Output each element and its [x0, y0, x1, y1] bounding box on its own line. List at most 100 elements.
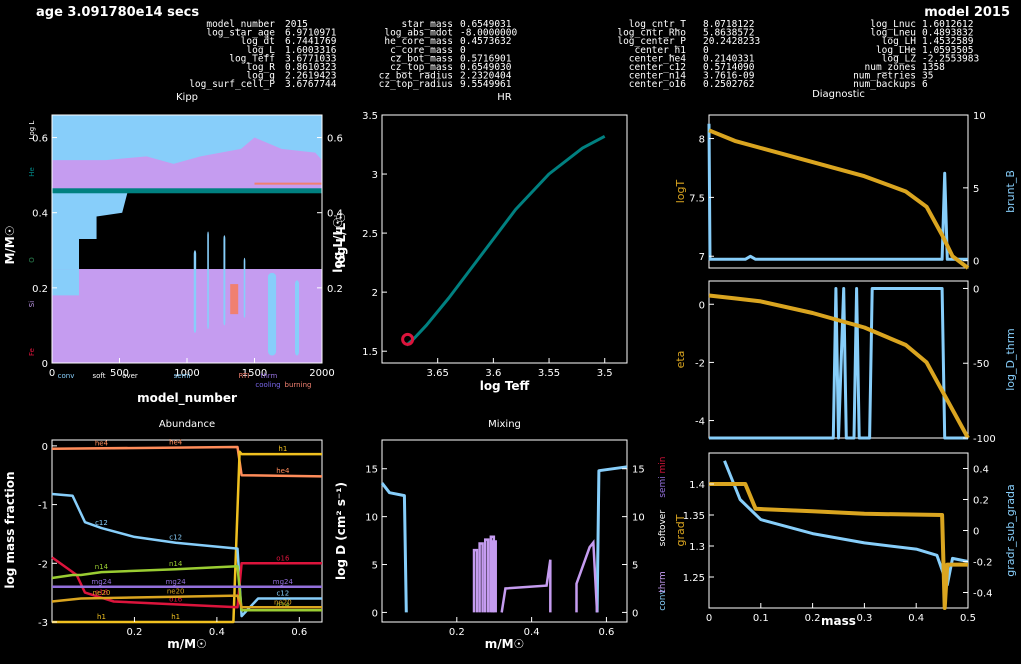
kipp-legend-item: burning: [285, 381, 312, 389]
y-tick-label: 1.4: [689, 480, 705, 491]
kipp-title: Kipp: [176, 92, 198, 103]
info-value: 1.0593505: [922, 45, 973, 56]
info-value: 1.6003316: [285, 45, 337, 56]
abundance-inline-label: ne20: [167, 588, 185, 596]
x-tick-label: 0.4: [209, 627, 225, 638]
kipp-regions: [52, 115, 322, 363]
x-tick-label: 0.4: [908, 613, 924, 624]
abundance-inline-label: c12: [169, 534, 182, 542]
convective-zone: [295, 280, 300, 356]
convective-zone: [268, 272, 277, 356]
info-key: log_Teff: [229, 53, 275, 64]
kipp-legend-item: over: [122, 372, 138, 380]
kipp-legend-item: conv: [58, 372, 75, 380]
info-value: 3.6767744: [285, 79, 337, 90]
mixing-thermohaline-zone: [500, 559, 552, 613]
info-value: 2.2619423: [285, 71, 336, 82]
kipp-side-label: He: [28, 167, 36, 177]
diagnostic-right-label: brunt_B: [1004, 170, 1017, 213]
y-tick-label: 1.35: [683, 511, 705, 522]
y-tick-label: 1.3: [689, 542, 705, 553]
y-tick-label: 1.5: [362, 347, 378, 358]
x-tick-label: 3.55: [538, 368, 560, 379]
diagnostic-xlabel: mass: [821, 614, 856, 628]
abundance-series-ne20: [51, 594, 322, 609]
mixing-frame: [381, 439, 628, 623]
kipp-legend-item: semi: [174, 372, 191, 380]
x-tick-label: 0.2: [449, 627, 465, 638]
info-key: log_abs_mdot: [384, 28, 453, 39]
y-tick-label: 0: [973, 527, 979, 538]
abundance-inline-label: he4: [95, 439, 109, 447]
hr-ylabel: log L/L☉: [334, 212, 348, 268]
info-value: 9.5549961: [460, 79, 512, 90]
y-tick-label: 10: [973, 111, 986, 122]
abundance-inline-label: mg24: [166, 578, 187, 586]
y-tick-label: 0: [973, 284, 979, 295]
diagnostic-right-series: [707, 123, 968, 261]
info-key: cz_top_radius: [379, 79, 453, 90]
burning-interior: [52, 269, 322, 363]
y-tick-label: -0.4: [973, 589, 993, 600]
info-value: 35: [922, 71, 933, 82]
info-key: center_c12: [629, 62, 686, 73]
kipp-xlabel: model_number: [137, 391, 237, 406]
info-key: num_backups: [853, 79, 916, 90]
info-key: log_Lnuc: [870, 19, 916, 30]
y-tick-label: 10: [365, 513, 378, 524]
kipp-side-label: O: [28, 257, 36, 263]
info-key: center_h1: [635, 45, 687, 56]
y-tick-label: 0.6: [327, 134, 343, 145]
x-tick-label: 3.6: [485, 368, 501, 379]
info-key: log_L: [246, 45, 275, 56]
abundance-inline-label: c12: [95, 519, 108, 527]
diagnostic-left-series: [708, 128, 970, 270]
info-value: 0.8610323: [285, 62, 336, 73]
diagnostic-left-label: gradT: [674, 514, 687, 546]
mixing-ylabel: log D (cm² s⁻¹): [334, 482, 348, 580]
abundance-inline-label: n14: [276, 601, 290, 609]
mixing-convective-segment: [380, 482, 408, 613]
abundance-inline-label: he4: [276, 467, 290, 475]
kipp-side-label: Si: [28, 301, 36, 307]
x-tick-label: 1500: [242, 368, 267, 379]
y-tick-label: -3: [38, 618, 48, 629]
info-value: 0.4893832: [922, 28, 973, 39]
convective-zone: [223, 235, 226, 326]
info-key: log_LZ: [882, 53, 917, 64]
info-value: 1.4532589: [922, 36, 974, 47]
x-tick-label: 0.6: [598, 627, 614, 638]
info-key: model_number: [206, 19, 275, 30]
diagnostic-left-series: [709, 482, 968, 610]
age-label: age 3.091780e14 secs: [36, 5, 199, 20]
info-value: 1.6012612: [922, 19, 973, 30]
y-tick-label: 0: [372, 608, 378, 619]
diagnostic-right-label: log_D_thrm: [1004, 328, 1017, 391]
y-tick-label: -2: [38, 559, 48, 570]
overshoot-zone: [230, 284, 239, 315]
diagnostic-left-label: eta: [674, 351, 687, 369]
abundance-title: Abundance: [159, 419, 215, 430]
kipp-ylabel: M/M☉: [3, 225, 17, 264]
y-tick-label: 0: [42, 442, 48, 453]
mixing-thermohaline-spike: [483, 538, 490, 613]
info-value: 0.5714090: [703, 62, 755, 73]
abundance-inline-label: h1: [278, 445, 287, 453]
info-value: 3.6771033: [285, 53, 336, 64]
x-tick-label: 0.1: [753, 613, 769, 624]
y-tick-label: 0.2: [327, 284, 343, 295]
abundance-inline-label: o16: [95, 589, 109, 597]
abundance-inline-label: ne20: [93, 589, 111, 597]
y-tick-label: -100: [973, 434, 996, 445]
diagnostic-right-series: [709, 287, 968, 440]
abundance-inline-label: o16: [276, 554, 290, 562]
info-value: 0.2502762: [703, 79, 754, 90]
info-value: 2015: [285, 19, 308, 30]
he-core-boundary: [52, 188, 322, 194]
info-key: log_LH: [882, 36, 917, 47]
info-value: 0: [703, 45, 709, 56]
mixing-legend-item: over: [658, 510, 668, 530]
y-tick-label: -2: [695, 358, 705, 369]
y-tick-label: 0.2: [973, 496, 989, 507]
x-tick-label: 0.5: [960, 613, 976, 624]
